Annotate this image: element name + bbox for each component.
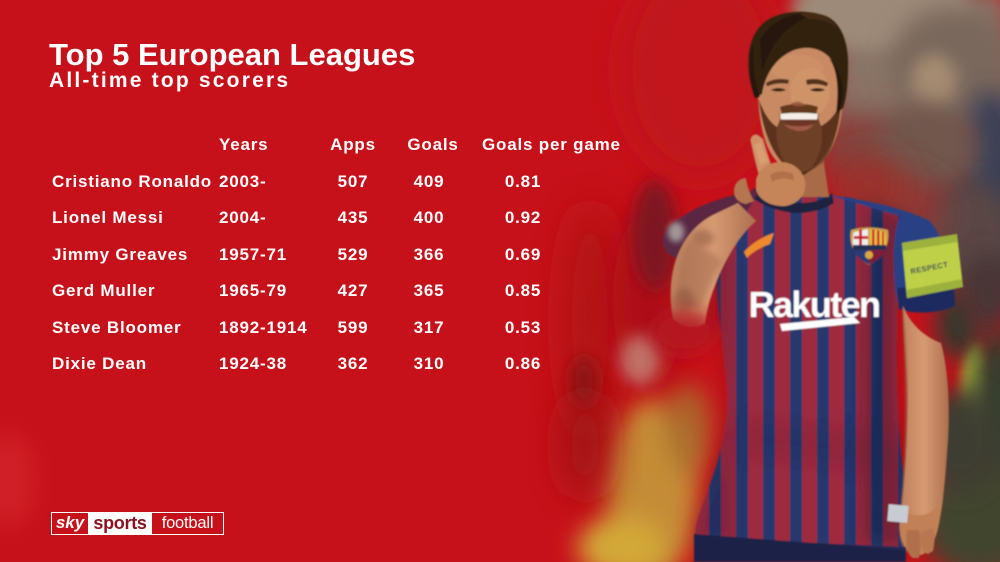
svg-text:Rakuten: Rakuten (749, 284, 880, 325)
